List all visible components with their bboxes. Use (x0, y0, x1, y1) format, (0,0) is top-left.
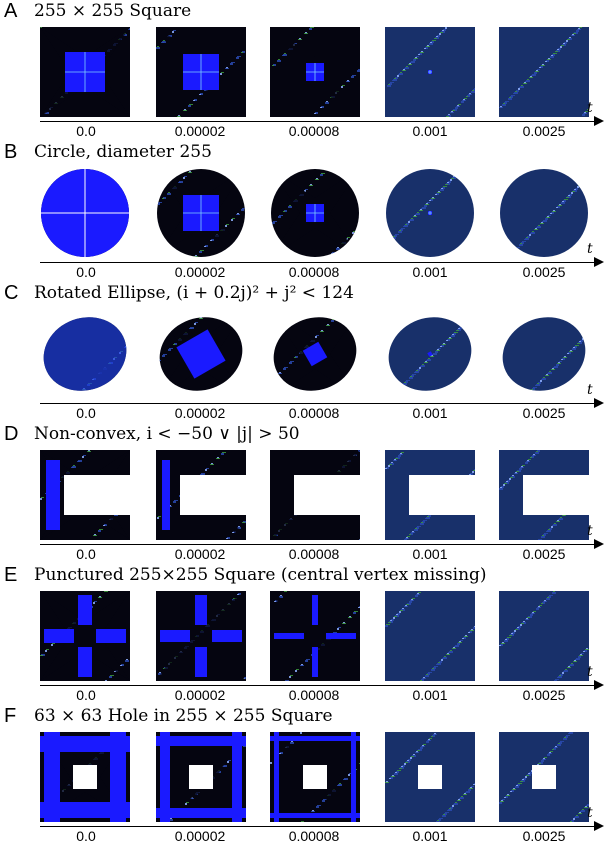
simulation-snapshot (385, 309, 475, 399)
panel-title: 63 × 63 Hole in 255 × 255 Square (34, 706, 333, 726)
simulation-snapshot (499, 168, 589, 258)
time-tick-label: 0.001 (412, 405, 448, 421)
time-axis-symbol: t (587, 241, 593, 257)
simulation-snapshot (499, 27, 589, 117)
time-axis-symbol: t (587, 382, 593, 398)
panel-d: D Non-convex, i < −50 ∨ |j| > 50 t 0.0 0.… (0, 423, 606, 564)
time-tick-label: 0.0025 (522, 264, 566, 280)
panel-title: Punctured 255×255 Square (central vertex… (34, 565, 487, 585)
time-tick-label: 0.0025 (522, 546, 566, 562)
time-tick-label: 0.001 (412, 264, 448, 280)
panel-c: C Rotated Ellipse, (i + 0.2j)² + j² < 12… (0, 282, 606, 423)
time-tick-label: 0.00008 (288, 123, 340, 139)
simulation-snapshot (156, 27, 246, 117)
time-tick-label: 0.00002 (174, 405, 226, 421)
time-axis-arrow-icon (594, 116, 604, 126)
panel-title: Rotated Ellipse, (i + 0.2j)² + j² < 124 (34, 283, 354, 303)
simulation-snapshot (270, 591, 360, 681)
time-axis-arrow-icon (594, 398, 604, 408)
panel-letter: E (4, 564, 18, 586)
panel-title: 255 × 255 Square (34, 1, 192, 21)
time-tick-label: 0.0 (76, 546, 96, 562)
time-tick-label: 0.00008 (288, 546, 340, 562)
time-axis-line (40, 826, 600, 827)
time-axis-symbol: t (587, 805, 593, 821)
simulation-snapshot (385, 450, 475, 540)
simulation-snapshot (40, 450, 130, 540)
time-tick-label: 0.001 (412, 828, 448, 844)
simulation-snapshot (385, 591, 475, 681)
time-tick-label: 0.001 (412, 546, 448, 562)
time-axis-arrow-icon (594, 821, 604, 831)
simulation-snapshot (156, 591, 246, 681)
time-tick-label: 0.0 (76, 828, 96, 844)
time-tick-label: 0.00008 (288, 828, 340, 844)
panel-letter: D (4, 423, 19, 445)
panel-b: B Circle, diameter 255 t 0.0 0.00002 0.000… (0, 141, 606, 282)
simulation-snapshot (40, 309, 130, 399)
panel-letter: B (4, 141, 18, 163)
time-axis-line (40, 403, 600, 404)
simulation-snapshot (40, 732, 130, 822)
time-tick-label: 0.00002 (174, 828, 226, 844)
simulation-snapshot (499, 450, 589, 540)
panel-title: Circle, diameter 255 (34, 142, 212, 162)
time-tick-label: 0.00008 (288, 264, 340, 280)
time-tick-label: 0.00002 (174, 687, 226, 703)
simulation-snapshot (385, 27, 475, 117)
time-tick-label: 0.001 (412, 123, 448, 139)
simulation-snapshot (156, 168, 246, 258)
time-tick-label: 0.0025 (522, 405, 566, 421)
simulation-snapshot (385, 168, 475, 258)
simulation-snapshot (499, 309, 589, 399)
simulation-snapshot (270, 309, 360, 399)
time-axis-line (40, 544, 600, 545)
panel-e: E Punctured 255×255 Square (central vert… (0, 564, 606, 705)
time-tick-label: 0.00008 (288, 687, 340, 703)
simulation-snapshot (499, 591, 589, 681)
time-tick-label: 0.0 (76, 405, 96, 421)
simulation-snapshot (40, 168, 130, 258)
time-axis-arrow-icon (594, 257, 604, 267)
panel-letter: A (4, 0, 18, 22)
simulation-snapshot (40, 27, 130, 117)
simulation-snapshot (270, 732, 360, 822)
time-tick-label: 0.00002 (174, 264, 226, 280)
panel-f: F 63 × 63 Hole in 255 × 255 Square t 0.0… (0, 705, 606, 846)
time-tick-label: 0.00008 (288, 405, 340, 421)
time-axis-arrow-icon (594, 539, 604, 549)
simulation-snapshot (270, 27, 360, 117)
time-axis-symbol: t (587, 100, 593, 116)
time-tick-label: 0.00002 (174, 546, 226, 562)
time-tick-label: 0.0025 (522, 828, 566, 844)
simulation-snapshot (499, 732, 589, 822)
simulation-snapshot (156, 309, 246, 399)
time-axis-arrow-icon (594, 680, 604, 690)
time-axis-symbol: t (587, 523, 593, 539)
time-tick-label: 0.0025 (522, 123, 566, 139)
time-tick-label: 0.001 (412, 687, 448, 703)
time-axis-line (40, 262, 600, 263)
panel-a: A 255 × 255 Square t 0.0 0.00002 0.00008 0.… (0, 0, 606, 141)
simulation-snapshot (270, 168, 360, 258)
time-axis-line (40, 685, 600, 686)
time-tick-label: 0.0 (76, 264, 96, 280)
panel-letter: F (4, 705, 17, 727)
time-tick-label: 0.0 (76, 687, 96, 703)
time-tick-label: 0.0 (76, 123, 96, 139)
simulation-snapshot (270, 450, 360, 540)
time-tick-label: 0.00002 (174, 123, 226, 139)
time-axis-symbol: t (587, 664, 593, 680)
time-tick-label: 0.0025 (522, 687, 566, 703)
simulation-snapshot (156, 450, 246, 540)
time-axis-line (40, 121, 600, 122)
simulation-snapshot (156, 732, 246, 822)
panel-title: Non-convex, i < −50 ∨ |j| > 50 (34, 424, 300, 444)
panel-letter: C (4, 282, 19, 304)
simulation-snapshot (40, 591, 130, 681)
simulation-snapshot (385, 732, 475, 822)
